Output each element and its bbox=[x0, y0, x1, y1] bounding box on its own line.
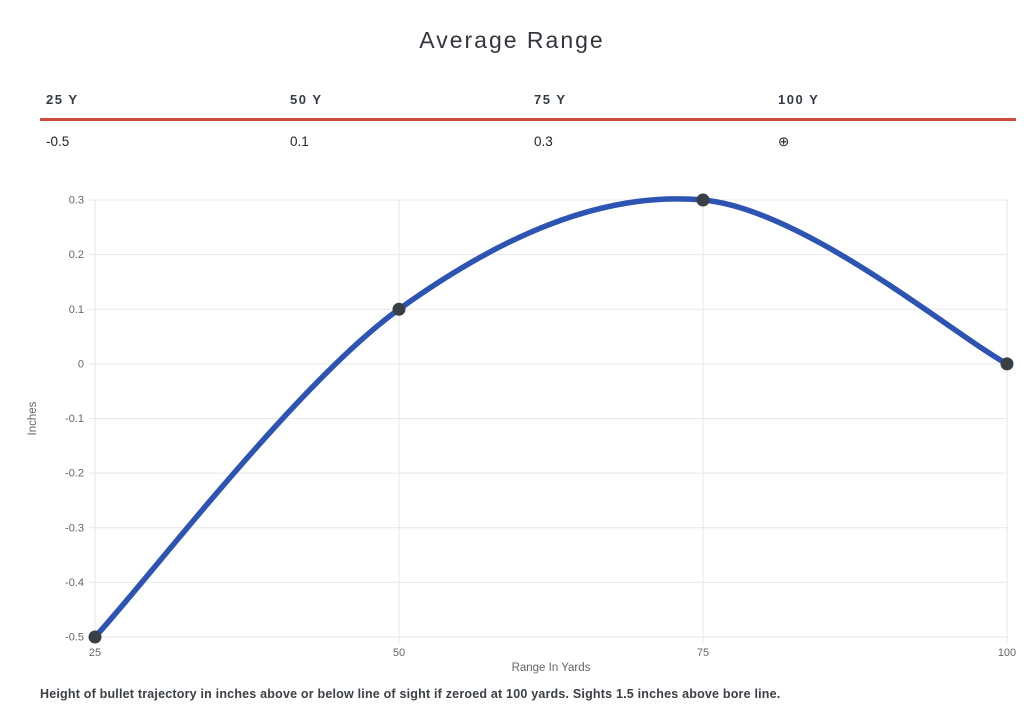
y-tick-label: -0.4 bbox=[65, 577, 84, 589]
table-value-50y: 0.1 bbox=[290, 134, 309, 149]
data-point[interactable] bbox=[1000, 357, 1014, 371]
y-tick-label: -0.3 bbox=[65, 522, 84, 534]
x-tick-label: 25 bbox=[89, 647, 101, 659]
chart-caption: Height of bullet trajectory in inches ab… bbox=[40, 687, 781, 701]
y-tick-label: 0.3 bbox=[69, 195, 84, 207]
x-tick-label: 50 bbox=[393, 647, 405, 659]
y-axis-label: Inches bbox=[27, 401, 39, 435]
table-header-50y: 50 Y bbox=[290, 92, 323, 107]
page-title: Average Range bbox=[419, 27, 605, 53]
table-value-100y: ⊕ bbox=[778, 134, 790, 149]
y-tick-label: -0.5 bbox=[65, 632, 84, 644]
y-tick-label: 0.2 bbox=[69, 249, 84, 261]
trajectory-chart-svg: 0.3 0.2 0.1 0 -0.1 -0.2 -0.3 -0.4 -0.5 25 50 75 100 R… bbox=[27, 193, 1016, 674]
table-value-75y: 0.3 bbox=[534, 134, 553, 149]
trajectory-chart: 0.3 0.2 0.1 0 -0.1 -0.2 -0.3 -0.4 -0.5 25 50 75 100 R… bbox=[0, 180, 1024, 680]
table-header-25y: 25 Y bbox=[46, 92, 79, 107]
x-axis-label: Range In Yards bbox=[512, 662, 591, 674]
trajectory-summary-table: 25 Y 50 Y 75 Y 100 Y -0.5 0.1 0.3 ⊕ bbox=[40, 92, 1016, 150]
table-header-row: 25 Y 50 Y 75 Y 100 Y bbox=[40, 92, 1016, 121]
y-tick-label: -0.1 bbox=[65, 413, 84, 425]
data-point[interactable] bbox=[392, 302, 406, 316]
trajectory-line bbox=[92, 196, 1010, 640]
y-tick-label: 0.1 bbox=[69, 304, 84, 316]
table-value-row: -0.5 0.1 0.3 ⊕ bbox=[40, 121, 1016, 150]
data-point[interactable] bbox=[88, 630, 102, 644]
x-tick-label: 75 bbox=[697, 647, 709, 659]
table-header-75y: 75 Y bbox=[534, 92, 567, 107]
x-tick-label: 100 bbox=[998, 647, 1016, 659]
data-point[interactable] bbox=[696, 193, 710, 207]
table-header-100y: 100 Y bbox=[778, 92, 820, 107]
y-tick-label: 0 bbox=[78, 358, 84, 370]
table-value-25y: -0.5 bbox=[46, 134, 70, 149]
y-tick-label: -0.2 bbox=[65, 468, 84, 480]
